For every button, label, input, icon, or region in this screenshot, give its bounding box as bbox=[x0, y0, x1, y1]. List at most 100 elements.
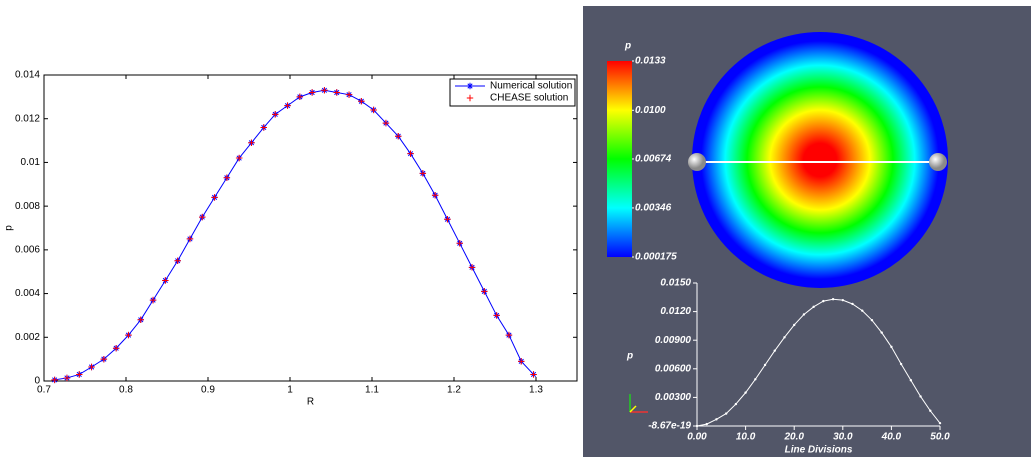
point bbox=[734, 402, 738, 406]
y-tick-label: 0.008 bbox=[15, 201, 40, 212]
x-tick-label: 50.0 bbox=[930, 432, 950, 443]
point bbox=[822, 299, 825, 303]
marker bbox=[162, 277, 169, 284]
probe-handle[interactable] bbox=[688, 153, 706, 171]
marker bbox=[76, 371, 83, 378]
marker bbox=[223, 174, 231, 181]
legend-label: Numerical solution bbox=[490, 81, 572, 92]
point bbox=[812, 305, 815, 309]
matlab-plot: 0 0.002 0.004 0.006 0.008 0.01 0.012 0.014 0.7 0.… bbox=[4, 70, 578, 408]
marker bbox=[456, 240, 463, 247]
marker bbox=[100, 355, 108, 363]
x-tick-label: 1.1 bbox=[365, 385, 379, 396]
colorbar bbox=[607, 61, 632, 257]
marker bbox=[235, 154, 243, 162]
x-tick-label: 30.0 bbox=[833, 432, 853, 443]
x-tick-label: 0.7 bbox=[37, 385, 51, 396]
marker bbox=[505, 331, 513, 339]
point bbox=[890, 345, 893, 349]
point bbox=[880, 331, 883, 334]
point bbox=[909, 379, 913, 382]
colorbar-title: p bbox=[624, 41, 631, 52]
marker bbox=[308, 89, 316, 96]
x-tick-label: 0.8 bbox=[119, 385, 133, 396]
marker bbox=[199, 213, 206, 221]
marker bbox=[466, 94, 474, 102]
x-tick-label: 1 bbox=[287, 385, 293, 396]
marker bbox=[444, 216, 451, 223]
point bbox=[841, 298, 844, 302]
marker bbox=[88, 363, 95, 371]
marker bbox=[211, 194, 218, 201]
marker bbox=[333, 89, 340, 96]
colorbar-tick-label: 0.00346 bbox=[635, 203, 672, 214]
orientation-axes bbox=[629, 394, 648, 413]
marker bbox=[407, 150, 414, 157]
marker bbox=[382, 119, 390, 127]
point bbox=[899, 362, 903, 366]
plot-area bbox=[43, 74, 578, 382]
marker bbox=[321, 87, 328, 94]
y-tick-label: 0.00300 bbox=[655, 392, 692, 403]
point bbox=[851, 302, 854, 306]
y-tick-label: 0.00600 bbox=[655, 363, 692, 374]
colorbar-tick-label: 0.0100 bbox=[635, 105, 666, 116]
y-tick-label: 0.002 bbox=[15, 332, 40, 343]
point bbox=[744, 391, 747, 394]
marker bbox=[248, 139, 255, 146]
marker bbox=[149, 296, 157, 304]
y-tick-label: 0.01 bbox=[21, 157, 41, 168]
colorbar-tick-label: 0.00674 bbox=[635, 154, 672, 165]
point bbox=[802, 313, 806, 316]
marker bbox=[137, 316, 144, 323]
marker bbox=[395, 133, 402, 140]
x-tick-label: 20.0 bbox=[783, 432, 804, 443]
point bbox=[773, 349, 776, 352]
y-axis-label: p bbox=[626, 351, 633, 362]
colorbar-tick-label: 0.0133 bbox=[635, 56, 666, 67]
series-line bbox=[54, 89, 534, 381]
x-tick-label: 40.0 bbox=[881, 432, 902, 443]
marker bbox=[481, 288, 488, 295]
series-line bbox=[696, 298, 941, 427]
legend-box bbox=[449, 78, 576, 107]
marker bbox=[370, 106, 377, 114]
marker bbox=[51, 376, 58, 384]
marker bbox=[466, 82, 474, 90]
x-axis-label: R bbox=[307, 397, 314, 408]
marker bbox=[284, 102, 291, 109]
marker bbox=[63, 374, 71, 382]
marker bbox=[272, 111, 279, 118]
marker bbox=[358, 98, 365, 105]
probe-handle[interactable] bbox=[929, 153, 947, 171]
y-tick-label: 0.0120 bbox=[660, 306, 691, 317]
x-tick-label: 0.00 bbox=[687, 432, 707, 443]
point bbox=[793, 323, 796, 327]
marker bbox=[260, 124, 267, 131]
y-tick-label: 0.00900 bbox=[655, 335, 692, 346]
point bbox=[763, 363, 767, 367]
point bbox=[929, 409, 932, 412]
colorbar-tick-label: 0.000175 bbox=[635, 252, 677, 263]
point bbox=[705, 422, 708, 426]
point bbox=[919, 395, 922, 398]
pressure-disk bbox=[692, 32, 948, 288]
marker bbox=[345, 91, 353, 98]
point bbox=[724, 412, 728, 415]
y-tick-label: 0.012 bbox=[15, 113, 40, 124]
y-tick-label: -8.67e-19 bbox=[648, 421, 691, 432]
x-tick-label: 1.3 bbox=[529, 385, 543, 396]
marker bbox=[125, 331, 132, 339]
point bbox=[938, 421, 942, 425]
marker bbox=[518, 358, 525, 365]
y-tick-label: 0.014 bbox=[15, 70, 40, 81]
marker bbox=[493, 312, 500, 319]
point bbox=[870, 318, 874, 322]
marker bbox=[431, 192, 439, 199]
point bbox=[783, 336, 786, 339]
x-axis-label: Line Divisions bbox=[785, 445, 853, 456]
point bbox=[754, 378, 757, 381]
marker bbox=[112, 345, 120, 352]
x-tick-label: 0.9 bbox=[201, 385, 215, 396]
